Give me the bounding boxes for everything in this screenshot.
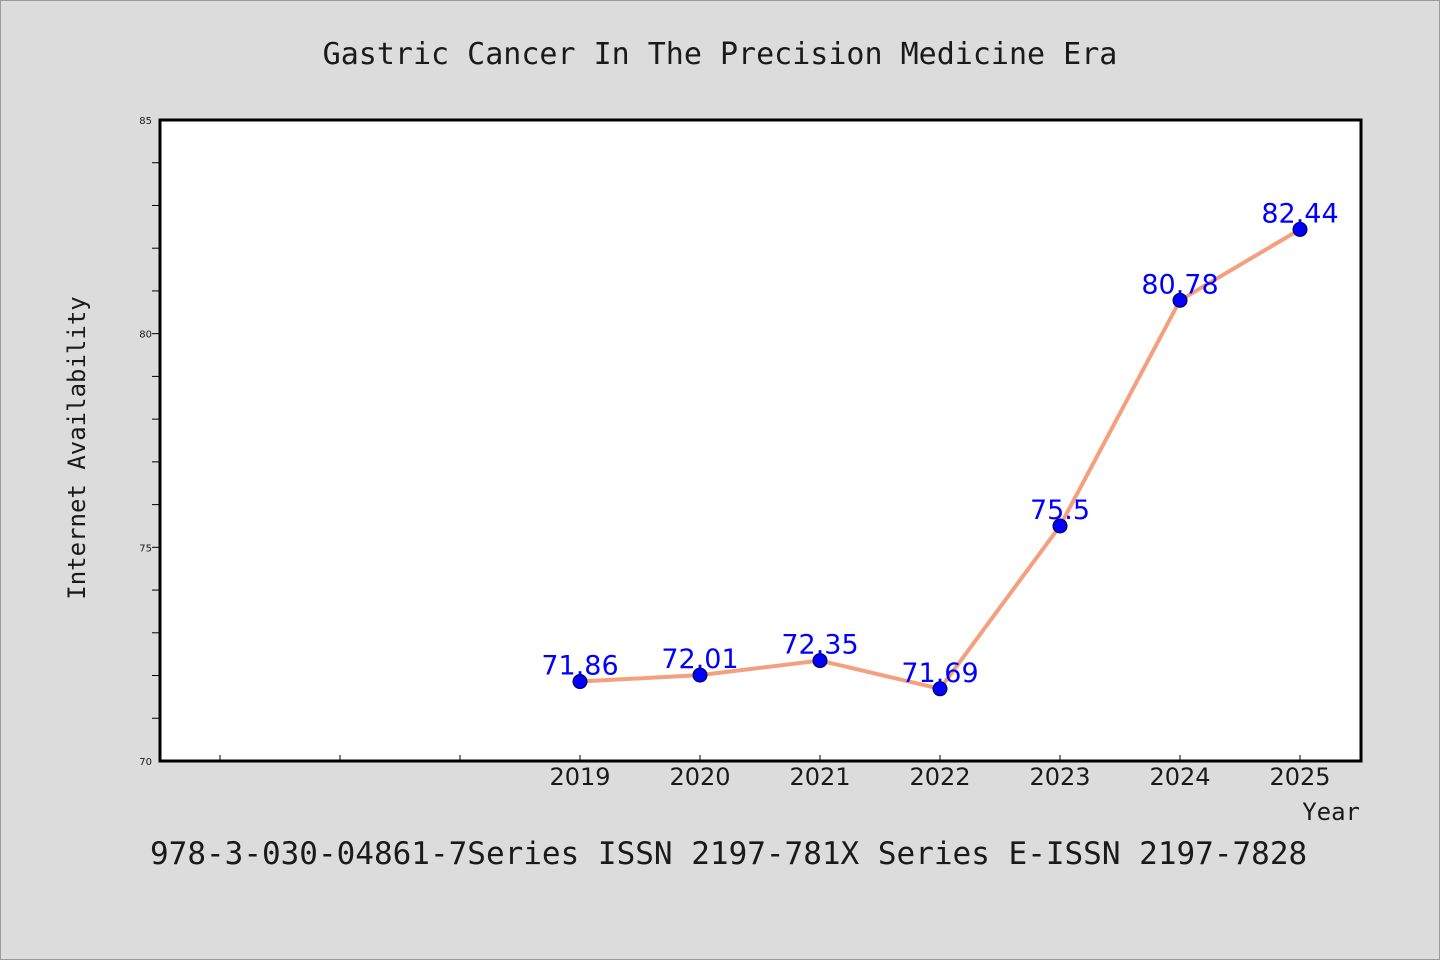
x-axis: 2019 2020 2021 2022 2023 2024 2025 — [219, 755, 1331, 791]
data-point — [812, 653, 828, 669]
data-point — [1172, 292, 1188, 308]
x-tick-label: 2022 — [909, 763, 970, 791]
data-label: 75.5 — [1030, 495, 1090, 526]
y-tick-label: 75 — [139, 543, 152, 554]
x-tick-label: 2021 — [789, 763, 850, 791]
data-label: 72.01 — [661, 644, 738, 675]
data-label: 71.86 — [541, 651, 618, 682]
data-label: 72.35 — [781, 630, 858, 661]
y-tick-label: 85 — [139, 116, 152, 127]
x-tick-label: 2019 — [549, 763, 610, 791]
series-line-group: 71.86 72.01 72.35 71.69 75.5 80.78 82.44 — [541, 198, 1339, 697]
data-point — [1052, 518, 1068, 534]
chart-title: Gastric Cancer In The Precision Medicine… — [323, 37, 1118, 72]
data-point — [932, 681, 948, 697]
y-axis: 70 75 80 85 — [139, 116, 160, 768]
x-tick-label: 2020 — [669, 763, 730, 791]
data-point — [692, 667, 708, 683]
data-point — [1292, 221, 1308, 237]
data-label: 71.69 — [901, 658, 978, 689]
data-label: 82.44 — [1261, 198, 1338, 229]
x-tick-label: 2025 — [1269, 763, 1330, 791]
y-tick-label: 80 — [139, 330, 152, 341]
x-tick-label: 2024 — [1149, 763, 1210, 791]
data-point — [572, 674, 588, 690]
footer-text: 978-3-030-04861-7Series ISSN 2197-781X S… — [150, 836, 1307, 872]
y-tick-label: 70 — [139, 757, 152, 768]
x-tick-label: 2023 — [1029, 763, 1090, 791]
plot-area — [158, 118, 1363, 763]
y-axis-label: Internet Availability — [63, 296, 91, 599]
data-label: 80.78 — [1141, 269, 1218, 300]
x-axis-label: Year — [1302, 798, 1360, 826]
